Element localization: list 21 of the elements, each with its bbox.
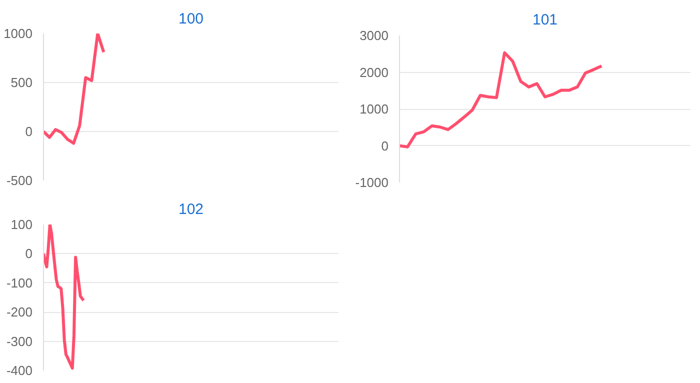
y-tick-label: -200 bbox=[6, 304, 33, 320]
chart-title: 100 bbox=[178, 10, 204, 28]
y-tick-label: -400 bbox=[6, 363, 33, 378]
y-tick-label: -500 bbox=[6, 173, 33, 188]
line-series bbox=[400, 51, 604, 148]
y-tick-label: 1000 bbox=[360, 102, 388, 116]
line-series bbox=[44, 34, 106, 145]
y-tick-label: -1000 bbox=[355, 175, 388, 190]
y-tick-label: 3000 bbox=[360, 28, 388, 43]
y-tick-label: 0 bbox=[25, 246, 33, 262]
line-series bbox=[44, 224, 86, 370]
y-tick-label: 1000 bbox=[4, 26, 32, 41]
y-tick-label: 100 bbox=[10, 217, 33, 232]
y-tick-label: 0 bbox=[381, 138, 389, 154]
chart-title: 102 bbox=[178, 201, 204, 218]
y-tick-label: 0 bbox=[25, 124, 33, 139]
y-tick-label: -100 bbox=[6, 275, 33, 290]
y-tick-label: 500 bbox=[10, 75, 33, 90]
y-tick-label: 2000 bbox=[360, 64, 388, 80]
chart-title: 101 bbox=[532, 12, 558, 28]
y-tick-label: -300 bbox=[6, 334, 33, 349]
